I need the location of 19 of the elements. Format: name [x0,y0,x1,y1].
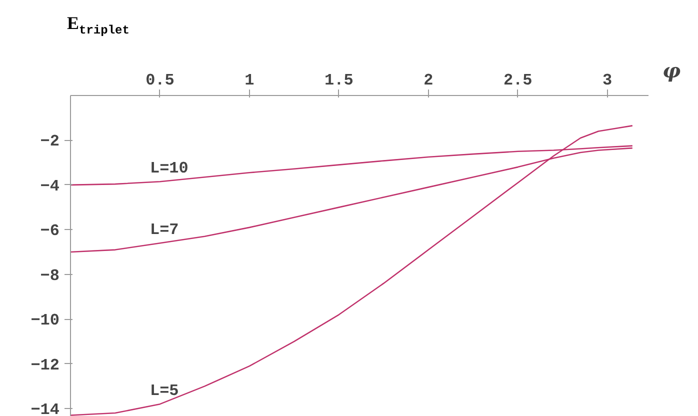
x-tick-label: 1 [244,72,254,90]
x-tick-label: 2.5 [503,72,532,90]
y-axis-title: E$_{triplet}$ [67,12,130,40]
x-tick-label: 1.5 [324,72,354,90]
y-tick-label: −8 [40,266,60,285]
y-tick-label: −4 [40,177,60,196]
x-tick-label: 2 [424,72,434,90]
y-tick-label: −14 [30,401,60,416]
x-tick-label: 0.5 [146,72,174,90]
x-tick-label: 3 [602,72,612,90]
line-series [70,125,634,416]
y-tick-label: −6 [40,222,60,240]
series-label: L=10 [150,160,188,178]
y-tick-label: −12 [30,356,60,374]
series-label: L=7 [150,221,179,240]
series-label: L=5 [150,382,179,400]
y-tick-label: −10 [30,312,60,330]
x-axis-title: φ [662,58,681,82]
y-tick-label: −2 [40,132,60,151]
